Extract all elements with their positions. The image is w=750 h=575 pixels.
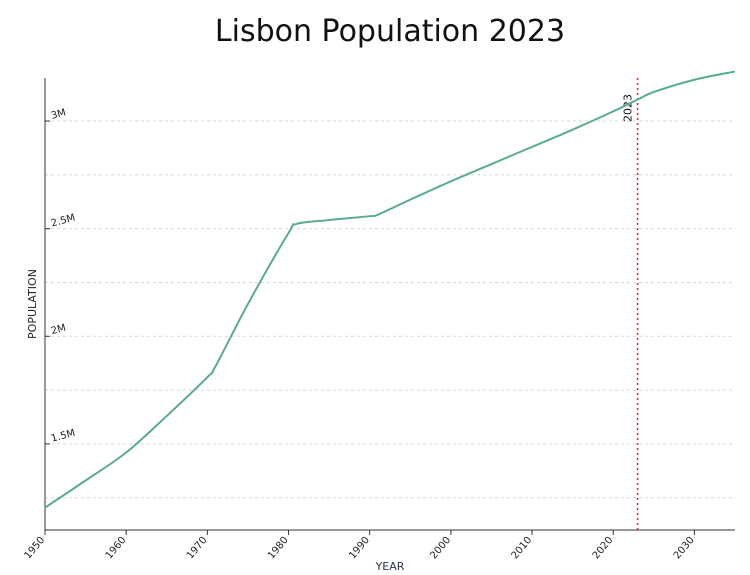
x-axis-ticks: 1950 1960 1970 1980 1990 2000 2010 2020 2030: [23, 530, 697, 561]
x-tick-label: 2030: [672, 535, 697, 562]
x-tick-label: 1980: [266, 535, 291, 562]
x-tick-label: 2010: [510, 535, 535, 562]
x-tick-label: 1950: [23, 535, 48, 562]
x-tick-label: 1970: [185, 535, 210, 562]
y-tick-label: 3M: [50, 107, 67, 122]
population-line: [44, 70, 736, 509]
chart-title: Lisbon Population 2023: [214, 14, 566, 49]
y-axis-title: POPULATION: [26, 269, 39, 339]
x-axis-title: YEAR: [375, 560, 405, 573]
x-tick-label: 2020: [591, 535, 616, 562]
y-tick-label: 1.5M: [50, 428, 77, 445]
year-marker-label: 2023: [622, 94, 635, 122]
x-tick-label: 1990: [347, 535, 372, 562]
grid-lines: [45, 120, 735, 499]
x-tick-label: 2000: [428, 535, 453, 562]
y-tick-label: 2.5M: [50, 213, 77, 230]
x-tick-label: 1960: [104, 535, 129, 562]
y-axis-ticks: 1.5M 2M 2.5M 3M: [45, 107, 77, 445]
y-tick-label: 2M: [50, 323, 67, 338]
